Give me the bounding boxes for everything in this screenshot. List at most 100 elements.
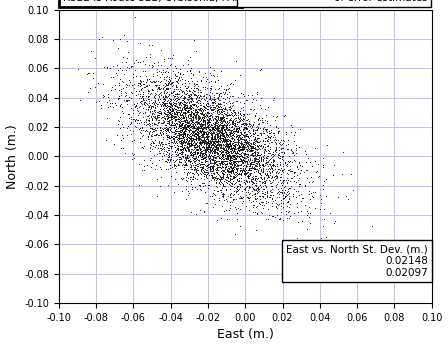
Point [199, 154, 206, 159]
Point [245, 184, 252, 189]
Point [233, 188, 240, 194]
Point [192, 158, 199, 163]
Point [256, 178, 263, 184]
Point [210, 152, 217, 158]
Point [195, 139, 202, 145]
Point [187, 130, 194, 136]
Point [207, 105, 214, 111]
Point [171, 122, 178, 128]
Point [251, 143, 258, 148]
Point [214, 218, 221, 223]
Point [245, 127, 252, 133]
Point [238, 142, 246, 147]
Point [191, 150, 198, 155]
Point [230, 156, 237, 162]
Point [89, 70, 96, 76]
Point [186, 158, 194, 163]
Point [182, 183, 190, 188]
Point [164, 136, 171, 142]
Point [243, 134, 250, 139]
Point [259, 189, 266, 194]
Point [132, 103, 139, 109]
Point [234, 159, 241, 164]
Point [155, 118, 162, 123]
Point [155, 59, 162, 65]
Point [219, 174, 226, 179]
Point [196, 128, 203, 133]
Point [201, 208, 208, 213]
Point [187, 112, 194, 117]
Point [224, 146, 231, 151]
Point [247, 137, 254, 143]
Point [182, 125, 189, 131]
Point [187, 91, 194, 96]
Point [304, 226, 311, 231]
Point [257, 143, 264, 148]
Point [218, 115, 225, 120]
Point [233, 163, 240, 169]
Point [208, 168, 215, 174]
Point [229, 131, 237, 137]
Point [235, 147, 242, 153]
Point [164, 66, 171, 71]
Point [201, 139, 208, 145]
Point [246, 158, 253, 163]
Point [253, 153, 260, 159]
Point [174, 77, 181, 82]
Point [237, 147, 244, 153]
Point [193, 134, 200, 139]
Point [271, 147, 278, 153]
Point [207, 119, 214, 125]
Point [186, 151, 194, 156]
Point [144, 136, 151, 141]
Point [191, 175, 198, 180]
Point [135, 117, 142, 123]
Point [271, 135, 278, 140]
Point [180, 104, 187, 109]
Point [116, 77, 123, 82]
Point [190, 149, 198, 155]
Point [123, 84, 130, 90]
Point [182, 166, 190, 171]
Point [244, 147, 251, 152]
Point [261, 160, 268, 166]
Point [227, 165, 234, 170]
Point [189, 123, 196, 128]
Point [263, 159, 270, 164]
Point [212, 159, 220, 165]
Point [245, 120, 252, 126]
Point [216, 179, 223, 185]
Point [189, 133, 196, 138]
Point [168, 81, 175, 87]
Point [139, 167, 146, 172]
Point [266, 165, 273, 170]
Point [207, 78, 215, 84]
Point [249, 147, 256, 152]
Point [199, 132, 206, 137]
Point [192, 107, 199, 112]
Point [203, 170, 211, 175]
Point [236, 170, 243, 176]
Point [242, 133, 249, 138]
Point [230, 161, 237, 167]
Point [236, 146, 243, 152]
Point [223, 150, 230, 156]
Point [136, 95, 143, 101]
Point [207, 141, 215, 146]
Point [240, 198, 247, 204]
Point [276, 177, 283, 183]
Point [340, 150, 347, 155]
Point [178, 162, 185, 167]
Point [166, 127, 173, 133]
Point [209, 166, 216, 171]
Point [193, 136, 200, 142]
Point [222, 143, 229, 149]
Point [222, 135, 229, 140]
Point [305, 179, 312, 185]
Point [211, 73, 218, 79]
Point [253, 191, 260, 196]
Point [143, 82, 150, 87]
Point [216, 172, 223, 178]
Point [230, 135, 237, 141]
Point [225, 145, 233, 151]
